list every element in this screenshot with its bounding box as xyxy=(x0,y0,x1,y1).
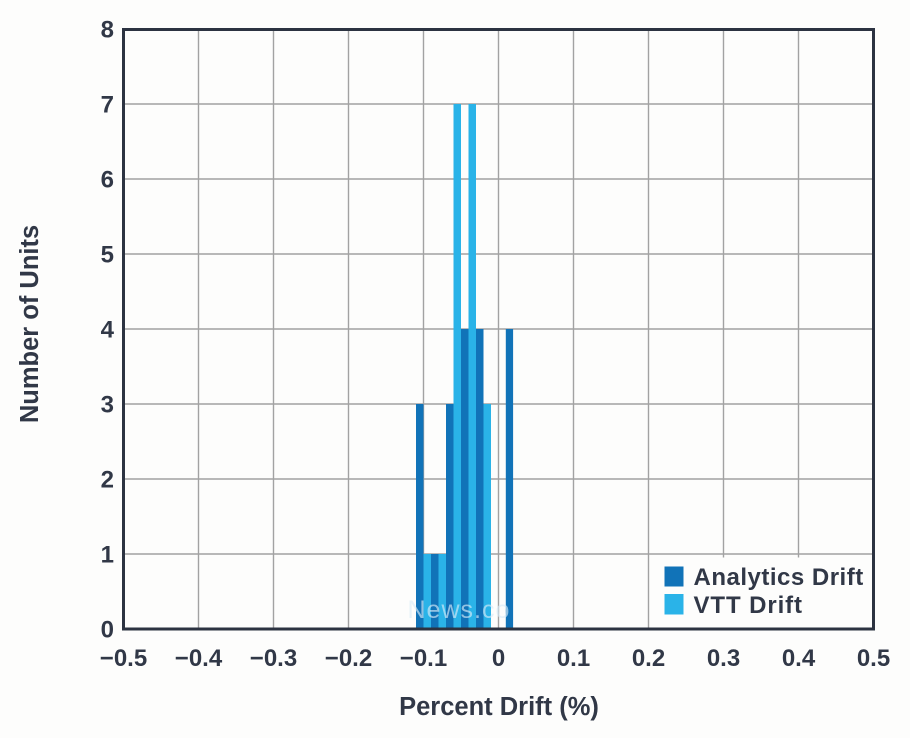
svg-text:0.4: 0.4 xyxy=(782,645,816,672)
svg-text:News.co: News.co xyxy=(408,596,511,624)
svg-text:0.2: 0.2 xyxy=(632,645,665,672)
svg-text:0: 0 xyxy=(101,617,114,644)
svg-text:−0.3: −0.3 xyxy=(250,645,297,672)
svg-text:1: 1 xyxy=(101,542,114,569)
svg-text:4: 4 xyxy=(101,317,115,344)
svg-text:7: 7 xyxy=(101,92,114,119)
svg-text:0.1: 0.1 xyxy=(557,645,590,672)
svg-text:−0.4: −0.4 xyxy=(175,645,223,672)
svg-text:Percent Drift (%): Percent Drift (%) xyxy=(399,693,599,721)
svg-text:−0.2: −0.2 xyxy=(325,645,372,672)
svg-text:2: 2 xyxy=(101,467,114,494)
svg-text:0.3: 0.3 xyxy=(707,645,740,672)
svg-text:3: 3 xyxy=(101,392,114,419)
svg-text:6: 6 xyxy=(101,167,114,194)
svg-text:8: 8 xyxy=(101,17,114,44)
svg-text:0.5: 0.5 xyxy=(857,645,890,672)
svg-text:−0.1: −0.1 xyxy=(400,645,447,672)
svg-text:5: 5 xyxy=(101,242,114,269)
svg-text:0: 0 xyxy=(492,645,505,672)
svg-text:Number of Units: Number of Units xyxy=(16,225,44,423)
svg-text:VTT Drift: VTT Drift xyxy=(694,592,803,619)
svg-text:Analytics Drift: Analytics Drift xyxy=(694,564,864,591)
svg-text:−0.5: −0.5 xyxy=(100,645,147,672)
